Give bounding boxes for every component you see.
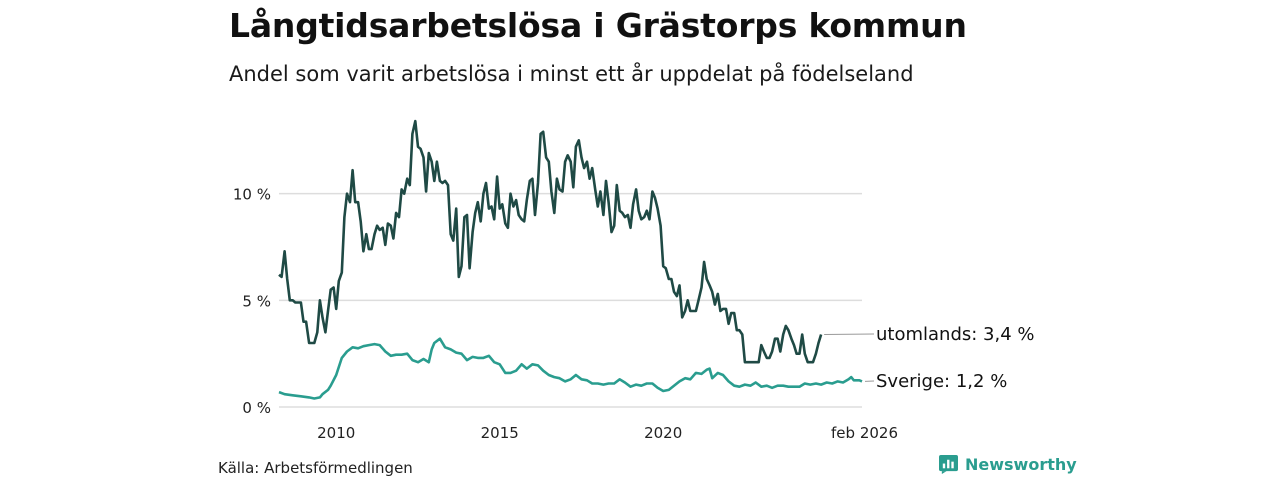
y-tick-label: 0 % xyxy=(242,399,271,417)
chart-title: Långtidsarbetslösa i Grästorps kommun xyxy=(229,6,967,45)
series-end-label: Sverige: 1,2 % xyxy=(876,371,1007,392)
series-line-sverige xyxy=(278,337,863,400)
x-axis-ticks: 2010 2015 2020 feb 2026 xyxy=(317,424,898,442)
grid-lines xyxy=(279,192,862,408)
brand-logo: Newsworthy xyxy=(939,455,1077,474)
x-tick-label: 2015 xyxy=(481,424,519,442)
x-tick-label: feb 2026 xyxy=(831,424,898,442)
newsworthy-logo-icon xyxy=(939,455,958,474)
series-line-utomlands xyxy=(278,119,823,364)
x-tick-label: 2020 xyxy=(644,424,682,442)
series-lines xyxy=(278,119,863,400)
line-chart: 0 % 5 % 10 % 2010 2015 2020 feb 2026 utomland… xyxy=(233,119,1035,442)
y-axis-ticks: 0 % 5 % 10 % xyxy=(233,186,271,417)
brand-name: Newsworthy xyxy=(965,455,1077,474)
y-tick-label: 10 % xyxy=(233,186,271,204)
x-tick-label: 2010 xyxy=(317,424,355,442)
series-end-labels: utomlands: 3,4 % Sverige: 1,2 % xyxy=(824,324,1035,392)
source-note: Källa: Arbetsförmedlingen xyxy=(218,459,413,477)
series-end-label: utomlands: 3,4 % xyxy=(876,324,1035,345)
y-tick-label: 5 % xyxy=(242,292,271,310)
chart-subtitle: Andel som varit arbetslösa i minst ett å… xyxy=(229,62,914,86)
